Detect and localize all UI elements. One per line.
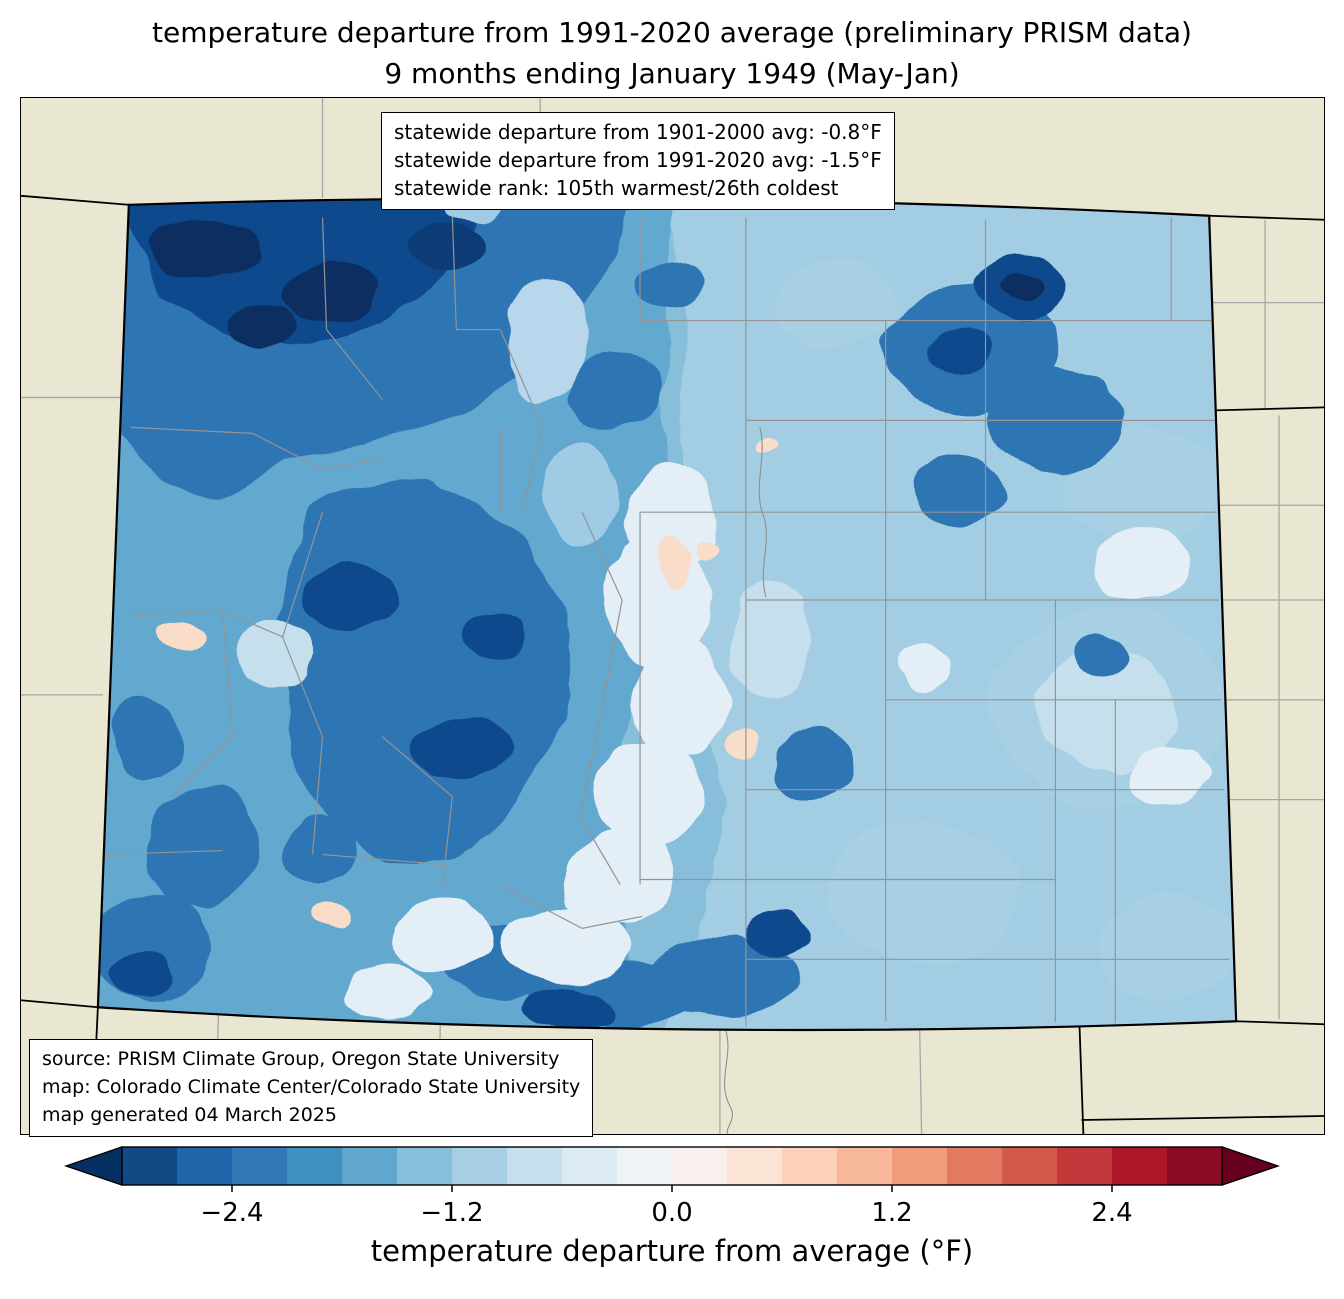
stats-box: statewide departure from 1901-2000 avg: …: [381, 112, 895, 210]
stats-line-1: statewide departure from 1901-2000 avg: …: [394, 120, 882, 144]
colorado-interior: [97, 198, 1237, 1031]
colorbar-segment: [837, 1147, 893, 1185]
colorbar-segment: [727, 1147, 783, 1185]
colorbar-tick-label: 1.2: [871, 1198, 912, 1228]
source-line-2: map: Colorado Climate Center/Colorado St…: [42, 1076, 581, 1098]
stats-line-2: statewide departure from 1991-2020 avg: …: [394, 148, 882, 172]
stats-line-3: statewide rank: 105th warmest/26th colde…: [394, 176, 839, 200]
colorbar-segment: [562, 1147, 618, 1185]
source-line-1: source: PRISM Climate Group, Oregon Stat…: [42, 1048, 560, 1070]
colorbar-segment: [892, 1147, 948, 1185]
source-line-3: map generated 04 March 2025: [42, 1104, 337, 1126]
colorbar-segment: [342, 1147, 398, 1185]
temperature-field: [97, 198, 1237, 1031]
figure-title: temperature departure from 1991-2020 ave…: [0, 12, 1344, 94]
colorbar-svg: −2.4 −1.2 0.0 1.2 2.4: [63, 1146, 1281, 1228]
colorbar-tick-label: 0.0: [651, 1198, 692, 1228]
colorbar-segment: [232, 1147, 288, 1185]
colorbar-segment: [672, 1147, 728, 1185]
colorbar-segment: [617, 1147, 673, 1185]
colorbar-segment: [397, 1147, 453, 1185]
colorbar-segment: [507, 1147, 563, 1185]
colorbar-segment: [177, 1147, 233, 1185]
colorbar-segment: [1057, 1147, 1113, 1185]
title-line-2: 9 months ending January 1949 (May-Jan): [384, 57, 960, 90]
colorbar-segment: [122, 1147, 178, 1185]
colorbar-segment: [1002, 1147, 1058, 1185]
county-lines: [100, 215, 1230, 1027]
colorbar-segment: [287, 1147, 343, 1185]
colorbar-segment: [1167, 1147, 1223, 1185]
colorbar-segment: [452, 1147, 508, 1185]
map-frame: statewide departure from 1901-2000 avg: …: [20, 97, 1325, 1137]
colorbar-label: temperature departure from average (°F): [370, 1234, 974, 1268]
colorado-map-svg: [21, 98, 1324, 1134]
colorbar-segment: [947, 1147, 1003, 1185]
neighbor-state-borders: [21, 194, 1324, 1134]
title-line-1: temperature departure from 1991-2020 ave…: [152, 16, 1192, 49]
colorbar-tick-label: −2.4: [200, 1198, 263, 1228]
colorbar: −2.4 −1.2 0.0 1.2 2.4: [63, 1145, 1281, 1230]
colorbar-under-arrow: [63, 1146, 123, 1186]
colorbar-segment: [1112, 1147, 1168, 1185]
source-box: source: PRISM Climate Group, Oregon Stat…: [29, 1039, 594, 1137]
colorbar-tick-label: 2.4: [1091, 1198, 1132, 1228]
colorbar-over-arrow: [1221, 1146, 1281, 1186]
colorbar-segment: [782, 1147, 838, 1185]
colorbar-tick-label: −1.2: [420, 1198, 483, 1228]
